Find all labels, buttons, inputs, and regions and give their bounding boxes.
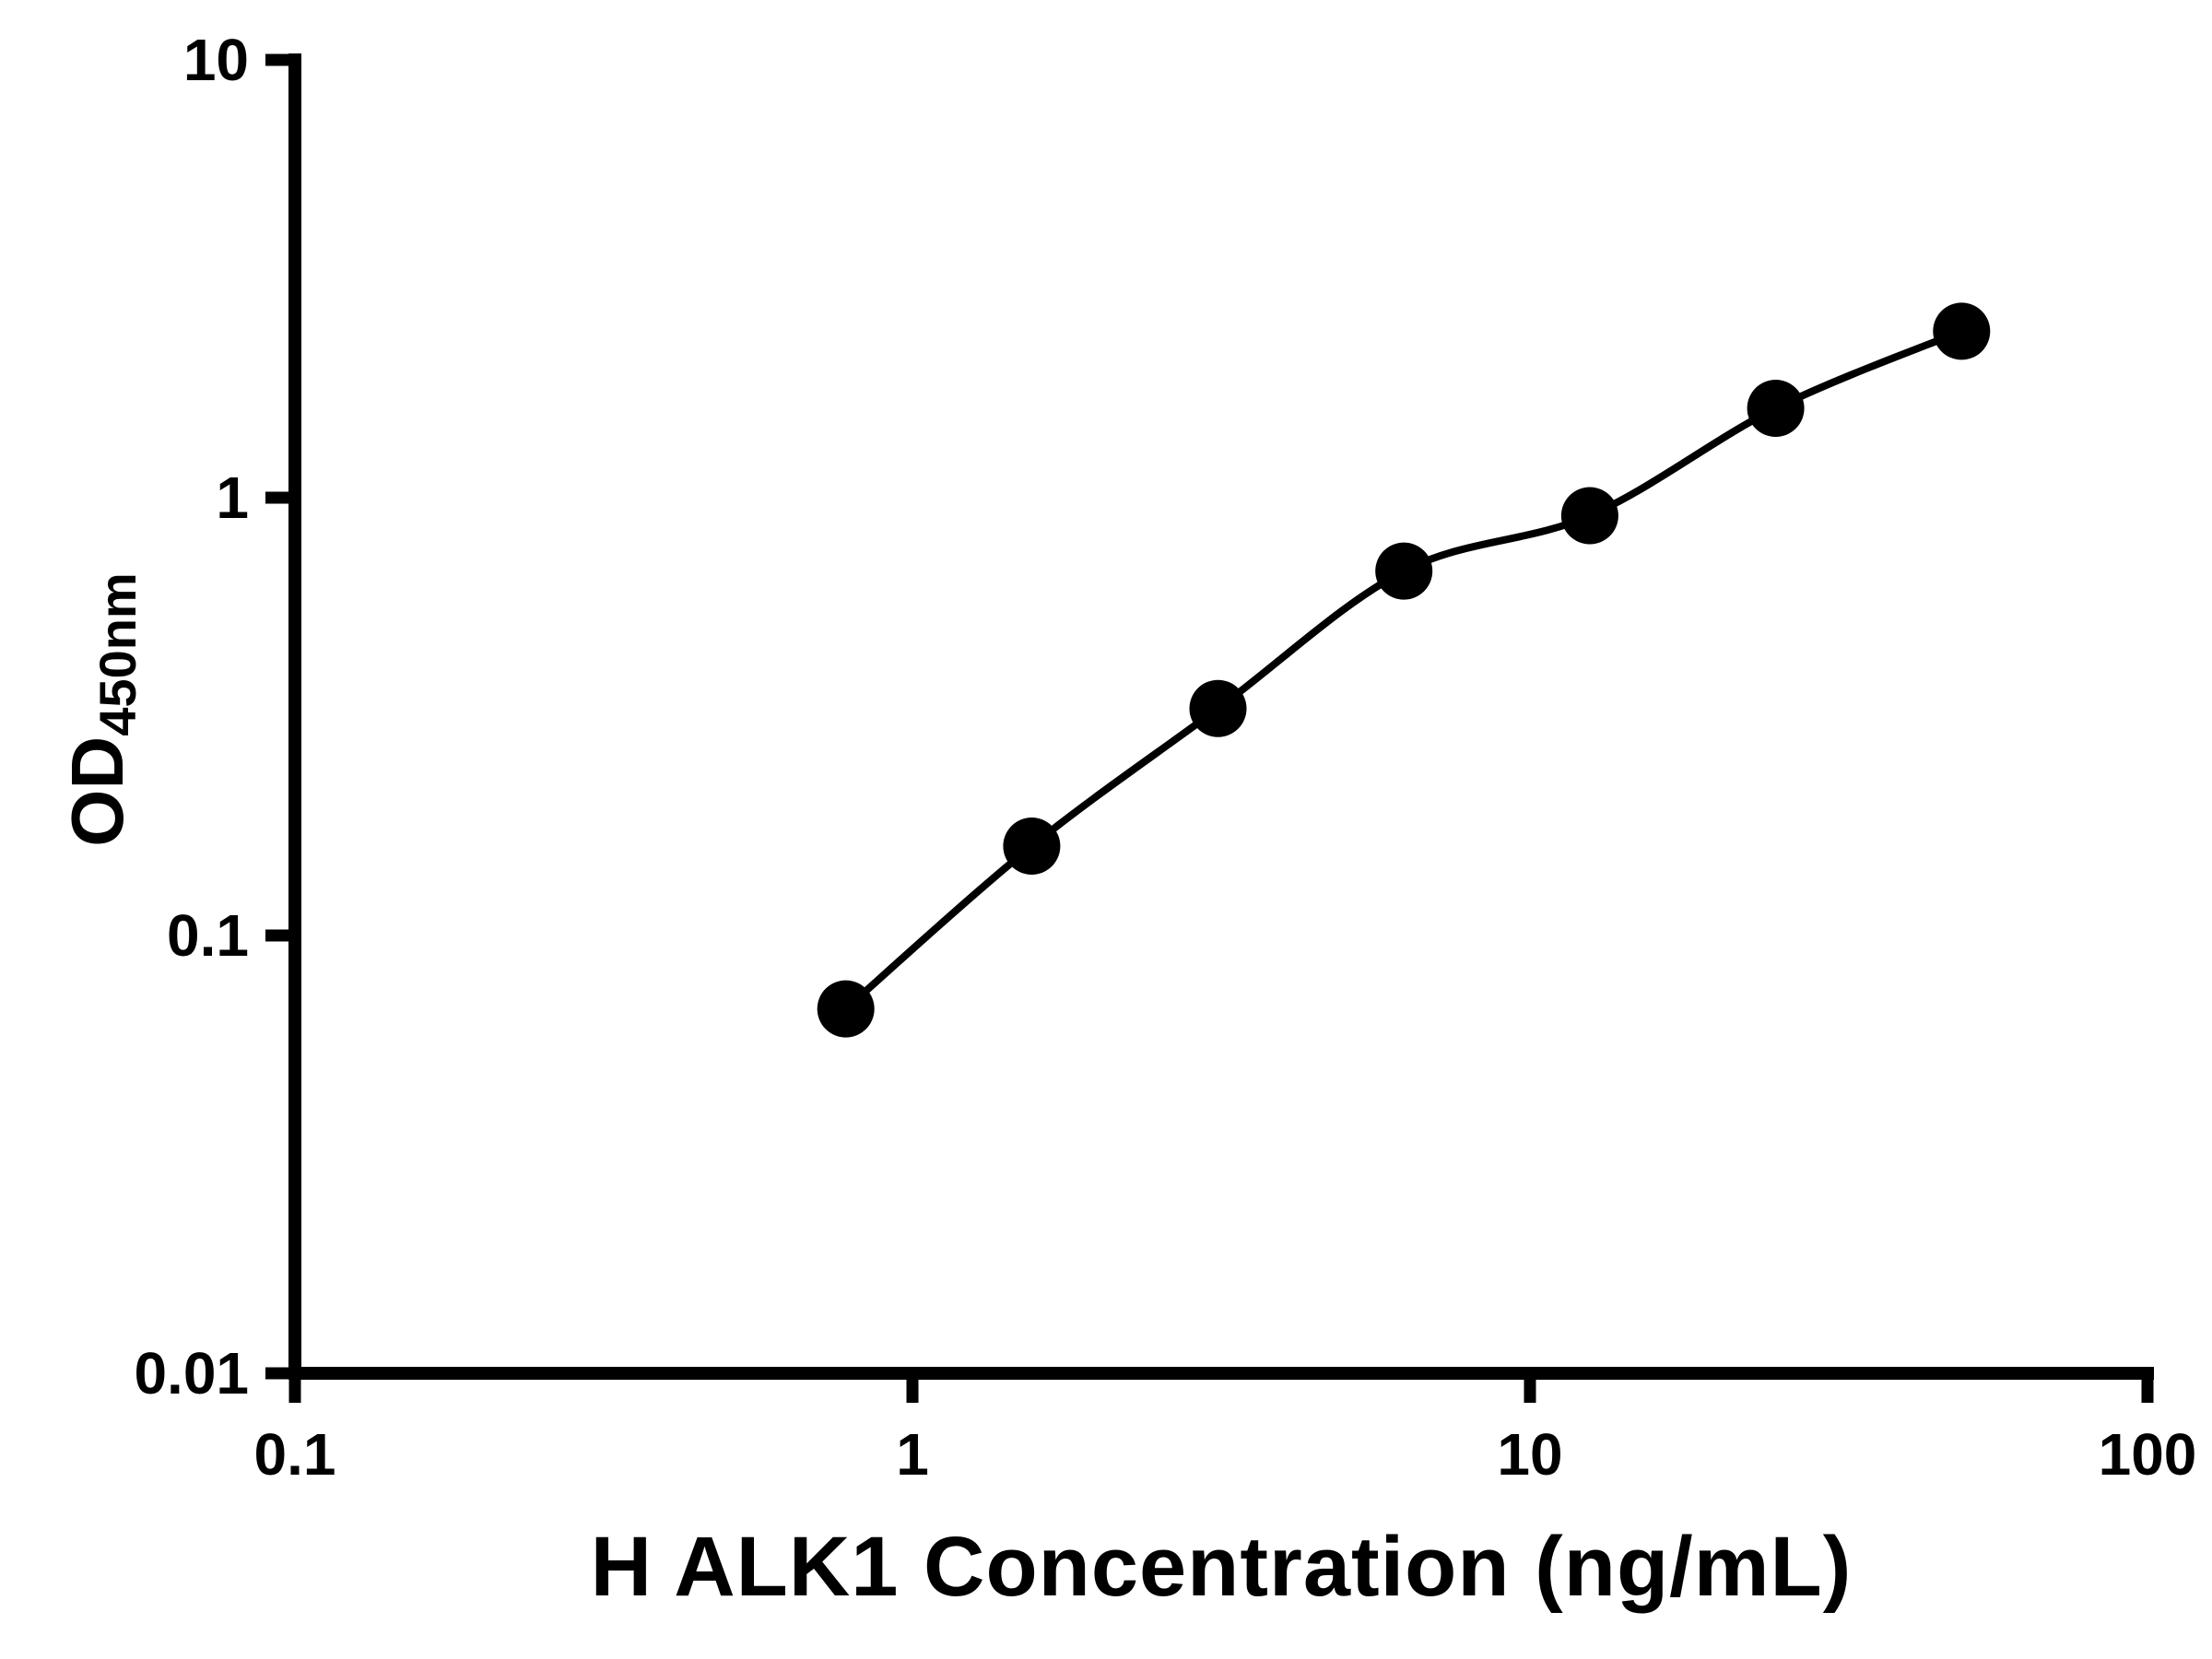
y-tick-label: 0.1 (167, 902, 249, 969)
fitted-curve (841, 327, 1966, 1013)
data-point (1933, 302, 1991, 360)
y-tick-label: 1 (216, 465, 249, 531)
data-point (817, 980, 875, 1038)
data-point (1747, 380, 1805, 437)
y-tick-label: 0.01 (134, 1340, 249, 1406)
x-tick-label: 1 (896, 1421, 929, 1488)
x-axis-title: H ALK1 Concentration (ng/mL) (590, 1520, 1853, 1614)
data-point (1003, 818, 1061, 875)
y-axis-title-main: OD (56, 735, 138, 847)
data-point (1189, 679, 1247, 737)
data-point (1560, 487, 1618, 545)
x-tick-label: 100 (2099, 1421, 2197, 1488)
data-point (1375, 542, 1433, 600)
y-tick-label: 10 (183, 27, 249, 93)
x-tick-label: 0.1 (254, 1421, 336, 1488)
x-tick-label: 10 (1497, 1421, 1562, 1488)
y-axis-title-subscript: 450nm (88, 572, 147, 736)
y-axis-title: OD450nm (55, 572, 147, 846)
